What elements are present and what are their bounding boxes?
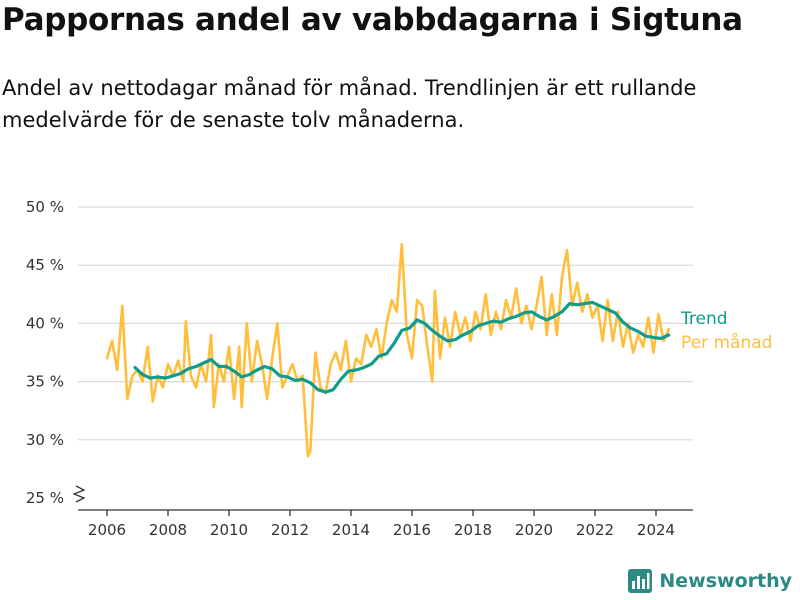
series-line-per-manad: [105, 242, 670, 458]
series-line-trend: [133, 300, 671, 394]
axes: 25 % 30 % 35 % 40 % 45 % 50 % 2006 2008 2010 2012…: [26, 198, 693, 539]
legend-label-trend: Trend: [680, 309, 728, 329]
x-tick-label: 2010: [210, 521, 248, 539]
y-tick-label: 50 %: [26, 198, 64, 216]
y-tick-label: 35 %: [26, 373, 64, 391]
y-tick-label: 30 %: [26, 431, 64, 449]
x-tick-label: 2012: [271, 521, 309, 539]
grid-lines: [78, 206, 693, 441]
x-tick-label: 2008: [149, 521, 187, 539]
brand-name: Newsworthy: [659, 570, 792, 592]
axis-break-icon: [72, 485, 86, 503]
x-tick-label: 2022: [576, 521, 614, 539]
x-tick-label: 2024: [637, 521, 675, 539]
bar-chart-logo-icon: [628, 569, 653, 593]
legend: Trend Per månad: [680, 309, 772, 353]
x-tick-label: 2014: [332, 521, 370, 539]
x-tick-label: 2018: [454, 521, 492, 539]
x-tick-label: 2006: [88, 521, 126, 539]
brand-logo[interactable]: Newsworthy: [627, 568, 792, 594]
series-lines: [105, 242, 671, 458]
page-title: Pappornas andel av vabbdagarna i Sigtuna: [2, 2, 743, 38]
x-tick-label: 2016: [393, 521, 431, 539]
y-tick-label: 25 %: [26, 489, 64, 507]
x-tick-label: 2020: [515, 521, 553, 539]
legend-label-per-manad: Per månad: [681, 332, 772, 353]
y-tick-label: 45 %: [26, 256, 64, 274]
chart-subtitle: Andel av nettodagar månad för månad. Tre…: [2, 76, 697, 132]
y-tick-label: 40 %: [26, 314, 64, 332]
